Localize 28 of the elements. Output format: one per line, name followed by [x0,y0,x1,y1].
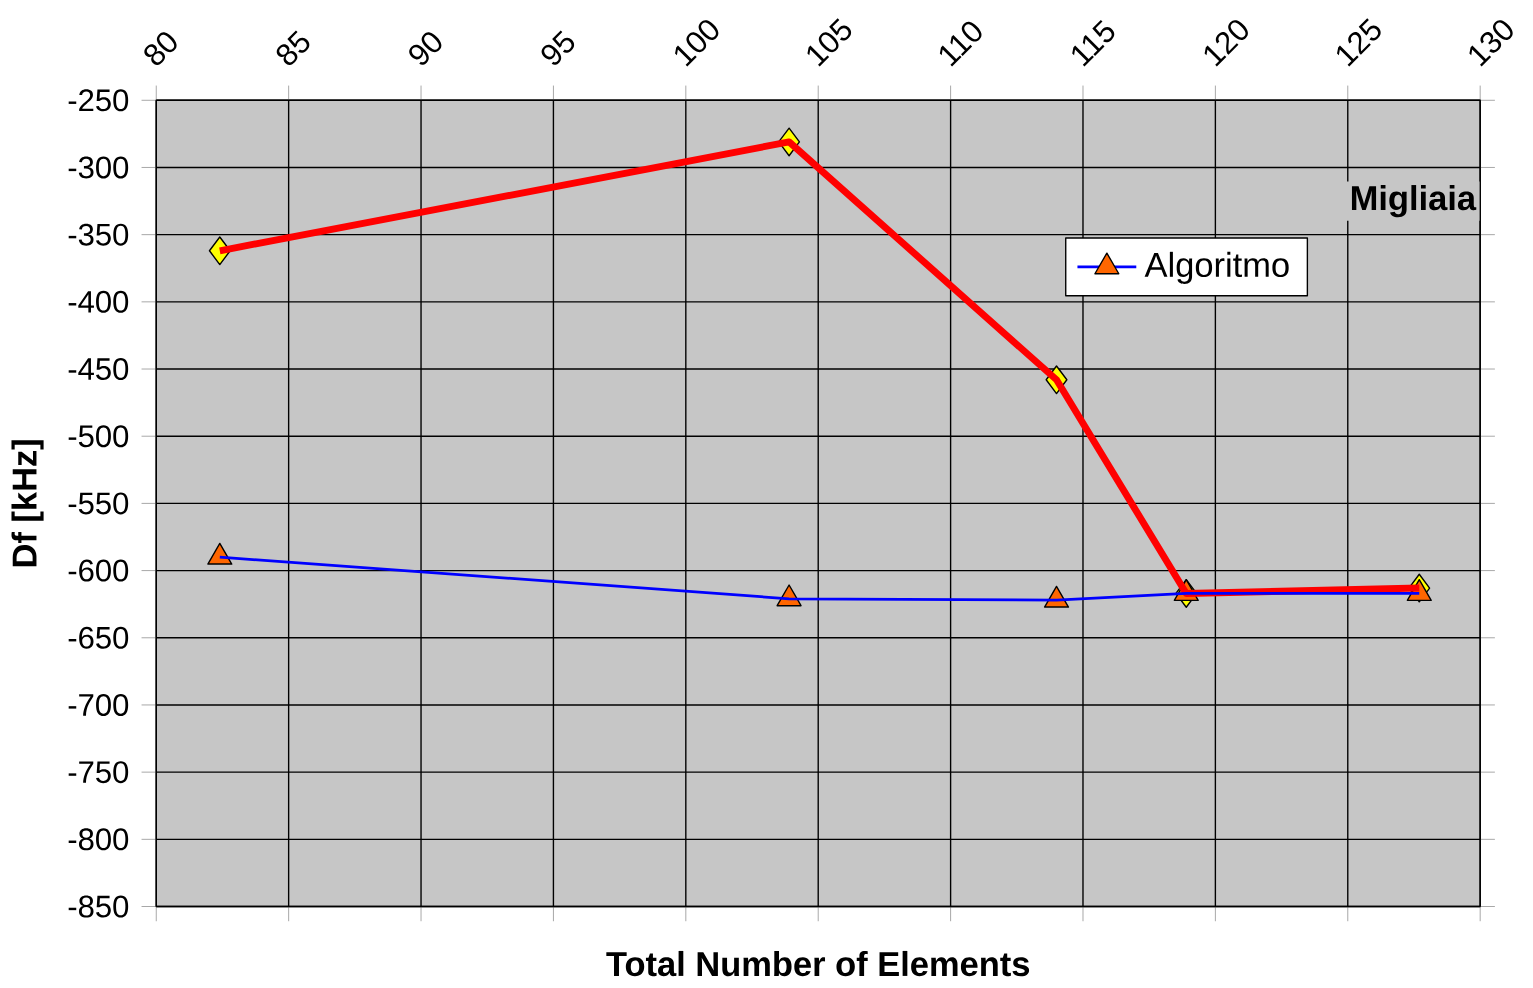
x-tick-label: 105 [807,18,852,67]
x-tick-label: 90 [409,32,442,65]
annotation: Migliaia [1351,185,1477,218]
y-tick-label: -850 [68,895,129,918]
y-tick-label: -650 [68,626,129,649]
y-tick-label: -750 [68,761,129,784]
x-tick-label: 80 [144,32,177,66]
y-tick-label: -600 [68,559,129,582]
x-tick-label: 110 [939,21,982,67]
y-tick-label: -800 [68,828,129,851]
x-tick-label: 115 [1072,20,1115,67]
legend-label: Algoritmo [1144,251,1289,285]
y-tick-label: -300 [68,156,129,179]
x-tick-label: 100 [675,20,719,67]
x-axis-title: Total Number of Elements [606,951,1030,977]
x-tick-label: 125 [1337,18,1381,67]
y-tick-label: -450 [68,358,129,381]
x-tick-label: 85 [276,30,310,66]
x-tick-label: 120 [1204,20,1248,67]
y-tick-label: -700 [68,694,129,717]
y-tick-label: -400 [68,290,129,313]
y-axis-title: Df [kHz] [11,440,44,567]
x-tick-label: 95 [541,30,575,65]
y-tick-label: -250 [68,89,129,112]
x-tick-label: 130 [1469,20,1513,67]
y-tick-label: -500 [68,425,129,448]
y-tick-label: -350 [68,223,129,246]
y-tick-label: -550 [68,492,129,515]
